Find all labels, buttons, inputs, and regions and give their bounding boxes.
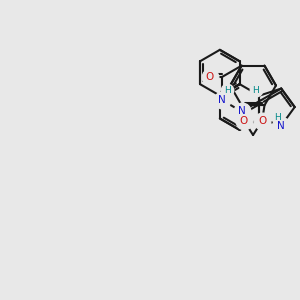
Text: N: N bbox=[238, 106, 245, 116]
Text: N: N bbox=[278, 121, 285, 130]
Text: H: H bbox=[224, 86, 231, 95]
Text: O: O bbox=[206, 72, 214, 82]
Text: H: H bbox=[274, 113, 281, 122]
Text: N: N bbox=[218, 95, 226, 105]
Text: H: H bbox=[252, 86, 259, 95]
Text: O: O bbox=[258, 116, 266, 126]
Text: O: O bbox=[240, 116, 248, 126]
